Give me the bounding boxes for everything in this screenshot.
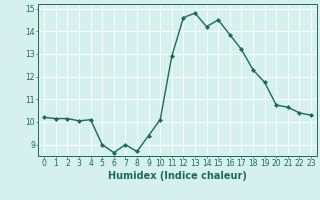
X-axis label: Humidex (Indice chaleur): Humidex (Indice chaleur) — [108, 171, 247, 181]
